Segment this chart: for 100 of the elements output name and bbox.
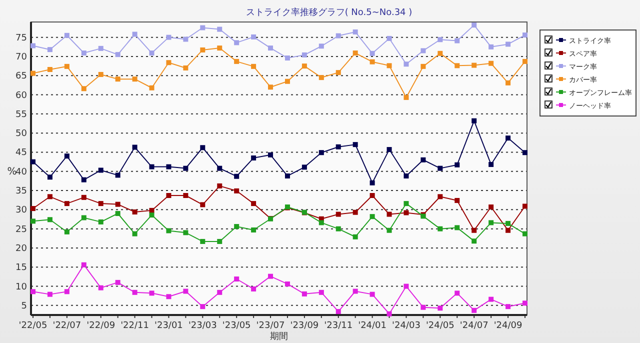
point xyxy=(488,60,494,66)
point xyxy=(30,70,36,76)
point xyxy=(30,289,36,294)
point xyxy=(336,33,341,38)
point xyxy=(352,50,358,56)
point xyxy=(64,201,70,206)
point xyxy=(183,230,188,236)
point xyxy=(132,32,138,37)
point xyxy=(234,174,240,179)
point xyxy=(370,193,375,198)
point xyxy=(132,290,138,295)
point xyxy=(454,198,460,203)
point xyxy=(318,150,324,156)
x-tick-label: '22/09 xyxy=(86,321,116,331)
point xyxy=(352,234,358,240)
x-tick-label: '22/05 xyxy=(18,321,48,331)
point xyxy=(47,217,52,222)
y-tick-label: 75 xyxy=(16,33,27,44)
point xyxy=(30,159,36,164)
point xyxy=(438,166,443,171)
point xyxy=(81,50,86,56)
point xyxy=(302,291,307,296)
point xyxy=(217,166,222,171)
point xyxy=(488,162,494,167)
point xyxy=(404,94,409,100)
y-tick-label: 60 xyxy=(16,90,28,101)
point xyxy=(217,183,222,188)
point xyxy=(522,204,528,209)
point xyxy=(386,212,392,217)
point xyxy=(472,62,477,68)
point xyxy=(404,173,409,178)
point xyxy=(47,174,52,180)
point xyxy=(336,309,341,314)
point xyxy=(81,86,86,92)
point xyxy=(472,228,477,233)
point xyxy=(217,46,222,51)
x-tick-label: '22/11 xyxy=(120,321,150,331)
chart-title: ストライク率推移グラフ( No.5~No.34 ) xyxy=(246,7,412,18)
point xyxy=(386,228,392,233)
point xyxy=(166,228,172,234)
point xyxy=(98,168,104,173)
point xyxy=(98,201,104,206)
point xyxy=(386,147,392,152)
point xyxy=(47,292,52,297)
y-tick-label: 30 xyxy=(16,206,28,216)
point xyxy=(438,37,443,42)
point xyxy=(370,59,375,64)
point xyxy=(472,22,477,28)
point xyxy=(420,48,426,54)
point xyxy=(386,63,392,68)
x-tick-label: '24/07 xyxy=(460,321,488,331)
point xyxy=(454,63,460,68)
point xyxy=(115,280,120,285)
point xyxy=(404,62,409,67)
point xyxy=(336,226,341,232)
point xyxy=(47,47,52,52)
point xyxy=(370,214,375,220)
point xyxy=(506,220,511,226)
point xyxy=(404,284,409,289)
x-tick-label: '24/03 xyxy=(392,321,420,331)
point xyxy=(47,66,52,72)
point xyxy=(522,300,528,306)
point xyxy=(268,274,274,279)
point xyxy=(98,46,104,51)
point xyxy=(472,308,477,313)
point xyxy=(217,238,222,244)
point xyxy=(183,65,188,70)
y-tick-label: 15 xyxy=(16,263,27,274)
point xyxy=(81,194,86,200)
point xyxy=(166,60,172,66)
point xyxy=(336,70,341,76)
point xyxy=(284,56,290,61)
point xyxy=(234,58,240,64)
point xyxy=(454,225,460,230)
x-tick-label: '24/01 xyxy=(358,321,387,331)
point xyxy=(64,229,70,234)
point xyxy=(251,34,256,40)
point xyxy=(30,206,36,212)
point xyxy=(352,288,358,294)
point xyxy=(454,38,460,44)
point xyxy=(522,231,528,236)
x-tick-label: '24/09 xyxy=(494,321,523,331)
point xyxy=(506,136,511,141)
point xyxy=(352,142,358,148)
point xyxy=(488,220,494,226)
point xyxy=(115,202,120,207)
point xyxy=(217,290,222,295)
point xyxy=(200,145,206,150)
point xyxy=(488,296,494,302)
y-tick-label: 40 xyxy=(16,167,28,178)
x-tick-label: '23/11 xyxy=(324,321,353,331)
y-tick-label: 70 xyxy=(16,52,28,62)
point xyxy=(149,50,154,56)
x-tick-label: '23/09 xyxy=(290,321,319,331)
y-tick-label: 25 xyxy=(16,224,27,235)
point xyxy=(166,294,172,300)
x-tick-label: '22/07 xyxy=(52,321,82,331)
point xyxy=(472,238,477,244)
point xyxy=(183,288,188,294)
point xyxy=(234,224,240,230)
